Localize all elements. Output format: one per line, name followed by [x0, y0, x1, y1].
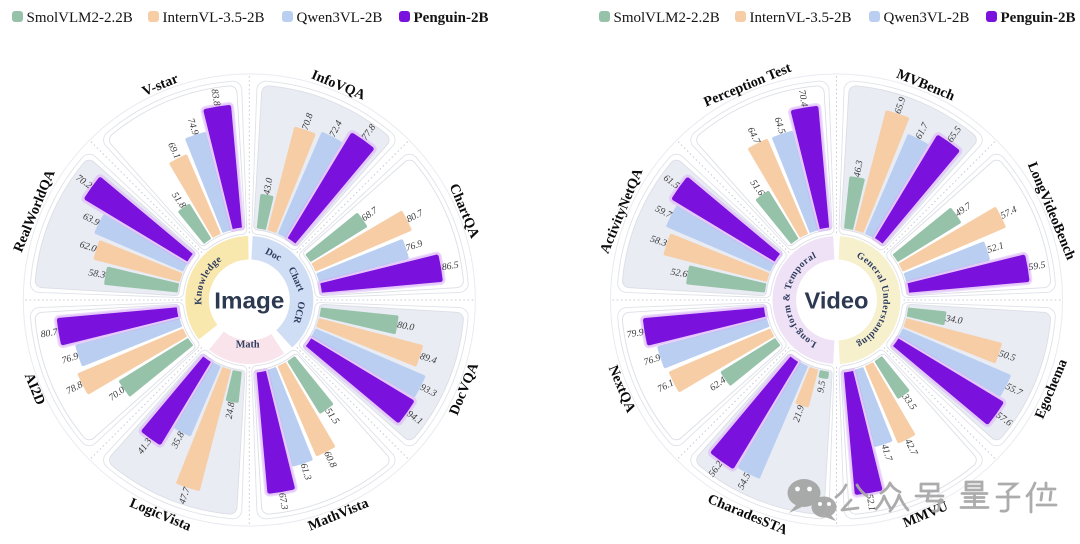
svg-text:34.0: 34.0 [944, 313, 964, 327]
svg-text:52.1: 52.1 [986, 240, 1006, 256]
svg-text:Penguin-2B: Penguin-2B [1001, 10, 1076, 26]
svg-text:Math: Math [236, 340, 260, 351]
svg-text:59.5: 59.5 [1028, 260, 1047, 274]
svg-text:46.3: 46.3 [852, 159, 866, 178]
svg-text:24.8: 24.8 [224, 401, 238, 420]
svg-text:76.9: 76.9 [60, 351, 80, 367]
svg-text:67.3: 67.3 [276, 492, 290, 511]
svg-text:62.0: 62.0 [78, 239, 98, 255]
svg-text:Video: Video [805, 288, 869, 314]
svg-text:9.5: 9.5 [815, 380, 828, 394]
svg-text:Image: Image [214, 288, 284, 314]
svg-text:70.8: 70.8 [300, 112, 316, 132]
svg-text:70.4: 70.4 [796, 89, 810, 108]
svg-text:86.5: 86.5 [441, 260, 460, 274]
svg-text:74.9: 74.9 [185, 117, 201, 137]
svg-text:InternVL-3.5-2B: InternVL-3.5-2B [163, 10, 265, 26]
svg-text:SmolVLM2-2.2B: SmolVLM2-2.2B [27, 10, 133, 26]
svg-text:76.9: 76.9 [642, 352, 662, 368]
svg-text:58.3: 58.3 [88, 267, 107, 281]
svg-text:79.9: 79.9 [626, 327, 645, 341]
svg-text:Qwen3VL-2B: Qwen3VL-2B [297, 10, 383, 26]
svg-text:50.5: 50.5 [997, 348, 1017, 364]
svg-text:41.7: 41.7 [879, 443, 895, 464]
svg-text:76.9: 76.9 [404, 238, 424, 254]
svg-text:OCR: OCR [291, 300, 307, 325]
svg-text:61.3: 61.3 [298, 462, 314, 482]
svg-text:80.0: 80.0 [396, 320, 415, 334]
svg-text:InternVL-3.5-2B: InternVL-3.5-2B [750, 10, 852, 26]
svg-text:89.4: 89.4 [418, 351, 438, 367]
svg-text:58.3: 58.3 [649, 234, 669, 250]
svg-text:52.6: 52.6 [670, 267, 689, 281]
svg-text:SmolVLM2-2.2B: SmolVLM2-2.2B [614, 10, 720, 26]
svg-text:64.5: 64.5 [772, 116, 788, 136]
svg-text:80.7: 80.7 [40, 326, 60, 340]
svg-text:Penguin-2B: Penguin-2B [414, 10, 489, 26]
svg-text:21.9: 21.9 [791, 404, 807, 424]
svg-text:52.1: 52.1 [864, 493, 878, 512]
svg-text:47.7: 47.7 [177, 485, 193, 506]
svg-text:Qwen3VL-2B: Qwen3VL-2B [884, 10, 970, 26]
svg-text:43.0: 43.0 [262, 177, 276, 196]
svg-text:65.9: 65.9 [893, 96, 909, 116]
svg-text:83.8: 83.8 [209, 88, 223, 107]
